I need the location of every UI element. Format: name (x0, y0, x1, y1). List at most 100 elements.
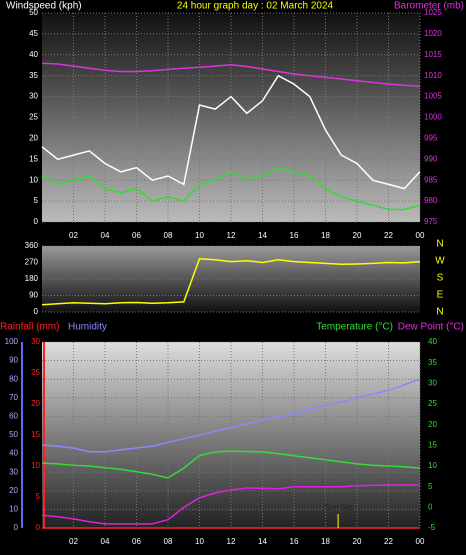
x-tick-label: 08 (164, 231, 173, 240)
series-line (41, 258, 421, 306)
rainticks-label: 0 (36, 523, 41, 532)
compass-label: W (435, 256, 445, 267)
compass-label: N (436, 307, 443, 318)
yticks-label: 25 (29, 113, 38, 122)
y2ticks-label: 985 (424, 175, 438, 184)
y2ticks-label: 990 (424, 154, 438, 163)
x-tick-label: 12 (227, 537, 236, 546)
y2ticks-label: -5 (428, 523, 436, 532)
y-label: Windspeed (kph) (6, 1, 82, 12)
rainticks-label: 30 (31, 337, 40, 346)
series-line (41, 74, 421, 190)
series-line (41, 62, 421, 87)
yticks-label: 30 (29, 92, 38, 101)
y3ticks-label: 70 (9, 393, 18, 402)
compass-label: S (437, 273, 444, 284)
y2ticks-label: 980 (424, 196, 438, 205)
y3ticks-label: 20 (9, 486, 18, 495)
yticks-label: 360 (25, 241, 39, 250)
yticks-label: 90 (29, 291, 38, 300)
yticks-label: 45 (29, 29, 38, 38)
y2ticks-label: 1020 (424, 29, 442, 38)
y2ticks-label: 10 (428, 461, 437, 470)
x-tick-label: 22 (384, 231, 393, 240)
y3ticks-label: 60 (9, 412, 18, 421)
x-tick-label: 20 (353, 537, 362, 546)
y3ticks-label: 90 (9, 356, 18, 365)
yticks-label: 0 (34, 217, 39, 226)
x-tick-label: 18 (321, 537, 330, 546)
y2ticks-label: 995 (424, 134, 438, 143)
yticks-label: 20 (29, 134, 38, 143)
rainticks-label: 10 (31, 461, 40, 470)
x-tick-label: 06 (132, 537, 141, 546)
x-tick-label: 12 (227, 231, 236, 240)
y2ticks-label: 30 (428, 378, 437, 387)
x-tick-label: 10 (195, 537, 204, 546)
yticks-label: 5 (34, 196, 39, 205)
temperature-label: Temperature (°C) (316, 322, 393, 333)
yticks-label: 50 (29, 8, 38, 17)
yticks-label: 10 (29, 175, 38, 184)
y3ticks-label: 40 (9, 449, 18, 458)
x-tick-label: 20 (353, 231, 362, 240)
x-tick-label: 00 (416, 537, 425, 546)
compass-label: E (437, 290, 444, 301)
series-line (41, 450, 421, 479)
series-line (41, 166, 421, 211)
y2ticks-label: 40 (428, 337, 437, 346)
y3ticks-label: 0 (14, 523, 19, 532)
y2-label: Barometer (mb) (394, 1, 464, 12)
yticks-label: 0 (34, 307, 39, 316)
y2ticks-label: 975 (424, 217, 438, 226)
series-line (41, 484, 420, 525)
x-tick-label: 14 (258, 537, 267, 546)
dew-label: Dew Point (°C) (398, 322, 464, 333)
y2ticks-label: 1000 (424, 113, 442, 122)
x-tick-label: 22 (384, 537, 393, 546)
yticks-label: 180 (25, 274, 39, 283)
x-tick-label: 04 (101, 231, 110, 240)
yticks-label: 270 (25, 258, 39, 267)
series-line (41, 378, 421, 453)
x-tick-label: 06 (132, 231, 141, 240)
y3ticks-label: 10 (9, 505, 18, 514)
rainticks-label: 5 (36, 492, 41, 501)
x-tick-label: 16 (290, 231, 299, 240)
chart-title: 24 hour graph day : 02 March 2024 (177, 1, 334, 12)
x-tick-label: 10 (195, 231, 204, 240)
y2ticks-label: 15 (428, 440, 437, 449)
x-tick-label: 14 (258, 231, 267, 240)
compass-label: N (436, 239, 443, 250)
y2ticks-label: 0 (428, 502, 433, 511)
y2ticks-label: 1025 (424, 8, 442, 17)
rainticks-label: 25 (31, 368, 40, 377)
y2ticks-label: 1015 (424, 50, 442, 59)
y2ticks-label: 5 (428, 482, 433, 491)
x-tick-label: 16 (290, 537, 299, 546)
yticks-label: 35 (29, 71, 38, 80)
x-tick-label: 02 (69, 537, 78, 546)
y3ticks-label: 100 (5, 337, 19, 346)
y3ticks-label: 80 (9, 374, 18, 383)
annotation: Sun Set (324, 503, 353, 512)
y3ticks-label: 30 (9, 467, 18, 476)
yticks-label: 40 (29, 50, 38, 59)
humidity-label: Humidity (68, 322, 107, 333)
y2ticks-label: 20 (428, 420, 437, 429)
rainticks-label: 15 (31, 430, 40, 439)
x-tick-label: 00 (416, 231, 425, 240)
x-tick-label: 18 (321, 231, 330, 240)
y2ticks-label: 1010 (424, 71, 442, 80)
y3ticks-label: 50 (9, 430, 18, 439)
y2ticks-label: 1005 (424, 92, 442, 101)
x-tick-label: 04 (101, 537, 110, 546)
y2ticks-label: 35 (428, 358, 437, 367)
x-tick-label: 02 (69, 231, 78, 240)
x-tick-label: 08 (164, 537, 173, 546)
y2ticks-label: 25 (428, 399, 437, 408)
yticks-label: 15 (29, 154, 38, 163)
rainticks-label: 20 (31, 399, 40, 408)
rain-label: Rainfall (mm) (0, 322, 59, 333)
